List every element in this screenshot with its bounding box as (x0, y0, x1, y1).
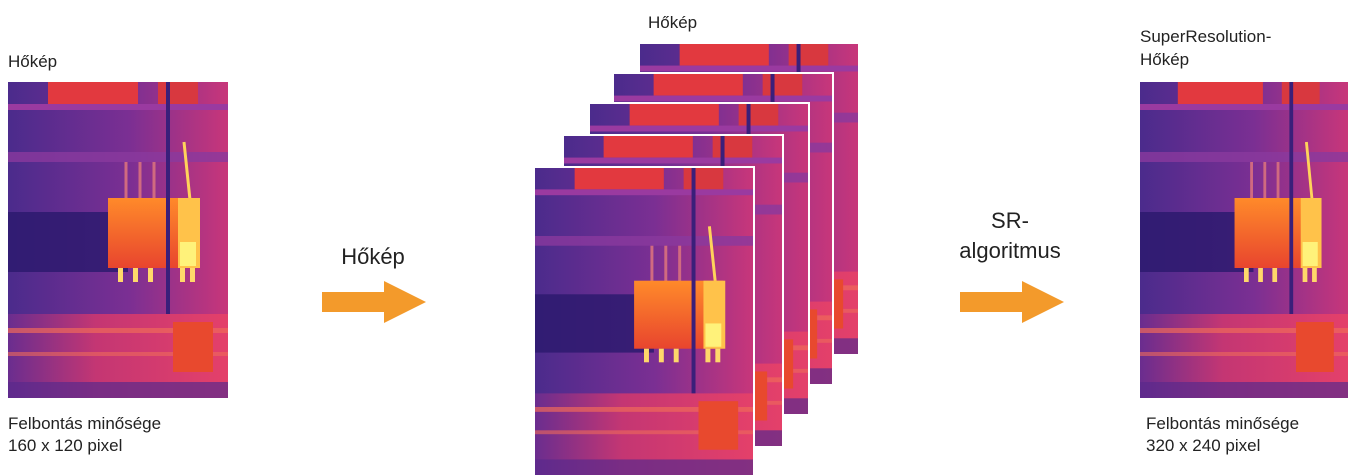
thermal-image-graphic (1140, 82, 1348, 398)
arrow2-label-line1: SR- (991, 208, 1029, 233)
stack-title: Hőkép (648, 13, 698, 32)
input-caption-resolution: 160 x 120 pixel (8, 436, 123, 455)
arrow1-label: Hőkép (341, 244, 405, 269)
output-caption-quality: Felbontás minősége (1146, 414, 1300, 433)
input-title: Hőkép (8, 52, 58, 71)
thermal-image-graphic (8, 82, 228, 398)
arrow2-label-line2: algoritmus (959, 238, 1061, 263)
arrow-right-icon (322, 281, 426, 323)
input-thermal-image (8, 82, 228, 398)
arrow-right-icon (960, 281, 1064, 323)
output-caption-resolution: 320 x 240 pixel (1146, 436, 1261, 455)
stack-frame-1 (535, 168, 753, 475)
output-thermal-image (1140, 82, 1348, 398)
input-caption-quality: Felbontás minősége (8, 414, 162, 433)
output-title-line1: SuperResolution- (1140, 27, 1272, 46)
output-title-line2: Hőkép (1140, 50, 1190, 69)
